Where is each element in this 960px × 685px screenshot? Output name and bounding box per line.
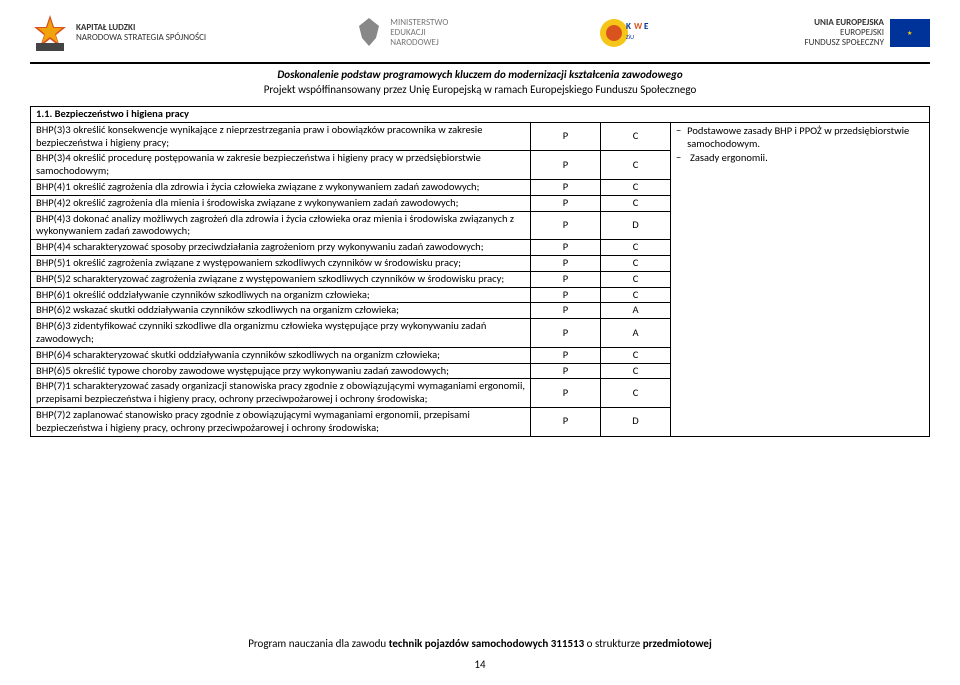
dash-icon: − [676, 151, 690, 165]
row-col-cat: C [601, 363, 671, 379]
program-line: Program nauczania dla zawodu technik poj… [0, 637, 960, 650]
row-col-p: P [531, 347, 601, 363]
row-desc: BHP(6)3 zidentyfikować czynniki szkodliw… [31, 319, 531, 348]
row-col-p: P [531, 363, 601, 379]
note-text: Zasady ergonomii. [690, 151, 768, 165]
eagle-icon [354, 16, 384, 50]
section-title: 1.1. Bezpieczeństwo i higiena pracy [31, 107, 930, 123]
koweziu-icon: K W E ZiU [596, 13, 656, 53]
row-col-p: P [531, 211, 601, 240]
row-desc: BHP(7)1 scharakteryzować zasady organiza… [31, 379, 531, 408]
row-desc: BHP(4)3 dokonać analizy możliwych zagroż… [31, 211, 531, 240]
notes-cell: −Podstawowe zasady BHP i PPOŻ w przedsię… [671, 122, 930, 436]
row-col-cat: C [601, 240, 671, 256]
program-bold: technik pojazdów samochodowych 311513 [389, 637, 584, 650]
row-col-cat: C [601, 271, 671, 287]
subtitle-2: Projekt współfinansowany przez Unię Euro… [30, 83, 930, 96]
bhp-table: 1.1. Bezpieczeństwo i higiena pracy BHP(… [30, 106, 930, 437]
row-desc: BHP(3)4 określić procedurę postępowania … [31, 151, 531, 180]
row-desc: BHP(6)1 określić oddziaływanie czynników… [31, 287, 531, 303]
logo-koweziu: K W E ZiU [596, 13, 656, 53]
logo-eu: UNIA EUROPEJSKA EUROPEJSKI FUNDUSZ SPOŁE… [804, 18, 930, 48]
svg-text:ZiU: ZiU [626, 33, 634, 41]
row-col-p: P [531, 271, 601, 287]
header-logos: KAPITAŁ LUDZKI NARODOWA STRATEGIA SPÓJNO… [0, 0, 960, 62]
row-desc: BHP(7)2 zaplanować stanowisko pracy zgod… [31, 407, 531, 436]
program-prefix: Program nauczania dla zawodu [248, 637, 388, 650]
row-col-cat: D [601, 407, 671, 436]
row-col-p: P [531, 122, 601, 151]
row-desc: BHP(4)4 scharakteryzować sposoby przeciw… [31, 240, 531, 256]
row-col-p: P [531, 240, 601, 256]
row-col-p: P [531, 287, 601, 303]
row-col-cat: D [601, 211, 671, 240]
table-row: BHP(3)3 określić konsekwencje wynikające… [31, 122, 930, 151]
page-number: 14 [0, 658, 960, 671]
svg-text:W: W [634, 21, 643, 32]
eu-flag-icon [890, 19, 930, 47]
subheader: Doskonalenie podstaw programowych klucze… [0, 64, 960, 100]
row-col-cat: A [601, 319, 671, 348]
row-col-p: P [531, 151, 601, 180]
subtitle-1: Doskonalenie podstaw programowych klucze… [30, 68, 930, 81]
section-title-row: 1.1. Bezpieczeństwo i higiena pracy [31, 107, 930, 123]
row-col-p: P [531, 379, 601, 408]
logo1-sub: NARODOWA STRATEGIA SPÓJNOŚCI [76, 32, 206, 43]
row-col-p: P [531, 255, 601, 271]
note-item: −Podstawowe zasady BHP i PPOŻ w przedsię… [676, 124, 924, 151]
row-col-p: P [531, 407, 601, 436]
row-desc: BHP(6)2 wskazać skutki oddziaływania czy… [31, 303, 531, 319]
eu-l3: FUNDUSZ SPOŁECZNY [804, 37, 884, 48]
logo-men: MINISTERSTWO EDUKACJI NARODOWEJ [354, 16, 448, 50]
row-col-cat: C [601, 287, 671, 303]
row-col-p: P [531, 303, 601, 319]
kl-star-icon [30, 13, 70, 53]
row-col-cat: C [601, 151, 671, 180]
row-col-p: P [531, 319, 601, 348]
row-desc: BHP(6)5 określić typowe choroby zawodowe… [31, 363, 531, 379]
row-col-p: P [531, 195, 601, 211]
row-desc: BHP(4)1 określić zagrożenia dla zdrowia … [31, 179, 531, 195]
content: 1.1. Bezpieczeństwo i higiena pracy BHP(… [0, 100, 960, 437]
men-l3: NARODOWEJ [390, 37, 438, 48]
row-col-cat: C [601, 122, 671, 151]
note-text: Podstawowe zasady BHP i PPOŻ w przedsięb… [687, 124, 924, 151]
row-col-cat: C [601, 379, 671, 408]
row-desc: BHP(5)2 scharakteryzować zagrożenia zwią… [31, 271, 531, 287]
program-suffix: o strukturze [584, 637, 643, 650]
svg-text:E: E [644, 21, 649, 32]
row-col-cat: C [601, 255, 671, 271]
row-col-cat: C [601, 347, 671, 363]
row-desc: BHP(5)1 określić zagrożenia związane z w… [31, 255, 531, 271]
row-col-cat: A [601, 303, 671, 319]
row-desc: BHP(6)4 scharakteryzować skutki oddziały… [31, 347, 531, 363]
row-col-cat: C [601, 195, 671, 211]
logo-kapital-ludzki: KAPITAŁ LUDZKI NARODOWA STRATEGIA SPÓJNO… [30, 13, 206, 53]
row-desc: BHP(3)3 określić konsekwencje wynikające… [31, 122, 531, 151]
svg-text:K: K [626, 21, 631, 32]
dash-icon: − [676, 124, 687, 151]
row-col-cat: C [601, 179, 671, 195]
footer: Program nauczania dla zawodu technik poj… [0, 637, 960, 671]
program-bold2: przedmiotowej [643, 637, 712, 650]
row-desc: BHP(4)2 określić zagrożenia dla mienia i… [31, 195, 531, 211]
row-col-p: P [531, 179, 601, 195]
note-item: −Zasady ergonomii. [676, 151, 924, 165]
